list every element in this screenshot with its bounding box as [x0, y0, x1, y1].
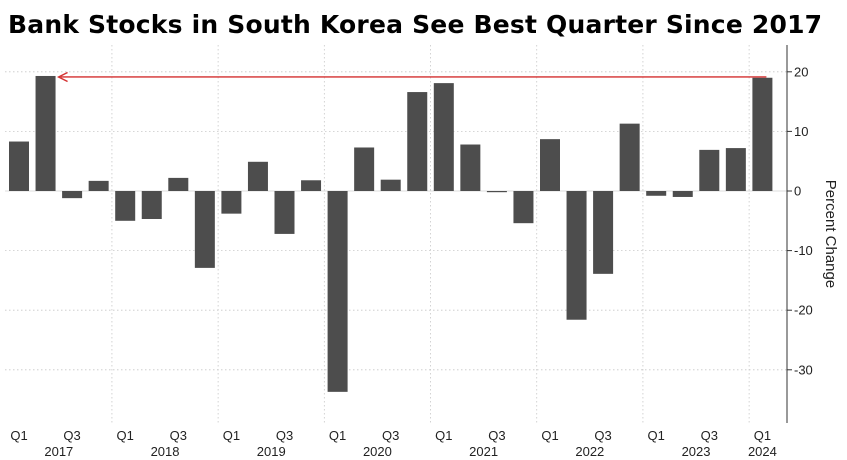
bar — [168, 177, 189, 191]
chart-title: Bank Stocks in South Korea See Best Quar… — [8, 10, 823, 39]
x-tick-label: Q3 — [63, 428, 80, 443]
x-tick-label: Q1 — [117, 428, 134, 443]
bar — [460, 144, 481, 191]
bar — [593, 191, 614, 274]
bar — [221, 191, 242, 214]
bar — [380, 179, 401, 191]
x-tick-label: Q3 — [276, 428, 293, 443]
x-tick-label: Q1 — [648, 428, 665, 443]
bar — [274, 191, 295, 234]
x-tick-label: Q3 — [701, 428, 718, 443]
x-year-label: 2019 — [257, 444, 286, 459]
y-tick-label: 20 — [794, 64, 808, 79]
x-year-label: 2022 — [575, 444, 604, 459]
gridlines — [5, 45, 787, 423]
bar — [486, 191, 507, 193]
x-year-label: 2023 — [682, 444, 711, 459]
bar — [194, 191, 215, 268]
bar — [88, 180, 109, 191]
bar — [247, 161, 268, 191]
bar — [433, 83, 454, 191]
x-year-label: 2024 — [748, 444, 777, 459]
bar — [141, 191, 162, 220]
bar — [9, 141, 29, 191]
y-tick-label: -20 — [794, 303, 813, 318]
x-year-label: 2021 — [469, 444, 498, 459]
y-tick-label: 10 — [794, 124, 808, 139]
bar — [699, 149, 720, 191]
x-tick-label: Q1 — [754, 428, 771, 443]
x-year-label: 2017 — [44, 444, 73, 459]
x-year-label: 2020 — [363, 444, 392, 459]
x-tick-label: Q1 — [541, 428, 558, 443]
bar — [619, 123, 640, 191]
bar — [672, 191, 693, 197]
x-tick-label: Q1 — [223, 428, 240, 443]
bar — [62, 191, 83, 199]
bars — [9, 75, 773, 392]
bar — [407, 92, 428, 191]
bar — [540, 139, 560, 191]
annotation-arrow — [56, 71, 767, 83]
arrow-head — [56, 71, 68, 83]
x-tick-label: Q3 — [382, 428, 399, 443]
x-year-label: 2018 — [151, 444, 180, 459]
bar — [646, 191, 667, 196]
x-tick-label: Q1 — [435, 428, 452, 443]
x-tick-label: Q1 — [10, 428, 27, 443]
bar — [354, 147, 375, 191]
x-tick-label: Q1 — [329, 428, 346, 443]
y-tick-label: 0 — [794, 184, 801, 199]
y-tick-label: -30 — [794, 362, 813, 377]
bar — [327, 191, 348, 392]
x-tick-label: Q3 — [170, 428, 187, 443]
bar — [725, 148, 746, 191]
x-tick-label: Q3 — [488, 428, 505, 443]
x-axis: Q1 Q3 Q1 Q3 Q1 Q3 Q1 Q3 Q1 Q3 Q1 Q3 Q1 Q3 Q1 2017 2018 20… — [10, 428, 777, 459]
bar — [752, 77, 773, 191]
y-tick-label: -10 — [794, 243, 813, 258]
x-tick-label: Q3 — [594, 428, 611, 443]
y-axis: 20 10 0 -10 -20 -30 — [786, 45, 813, 423]
bar — [35, 75, 56, 191]
bar — [566, 191, 587, 320]
bar — [301, 180, 322, 191]
y-axis-label: Percent Change — [822, 180, 839, 288]
bar — [115, 191, 136, 221]
bar — [513, 191, 534, 224]
